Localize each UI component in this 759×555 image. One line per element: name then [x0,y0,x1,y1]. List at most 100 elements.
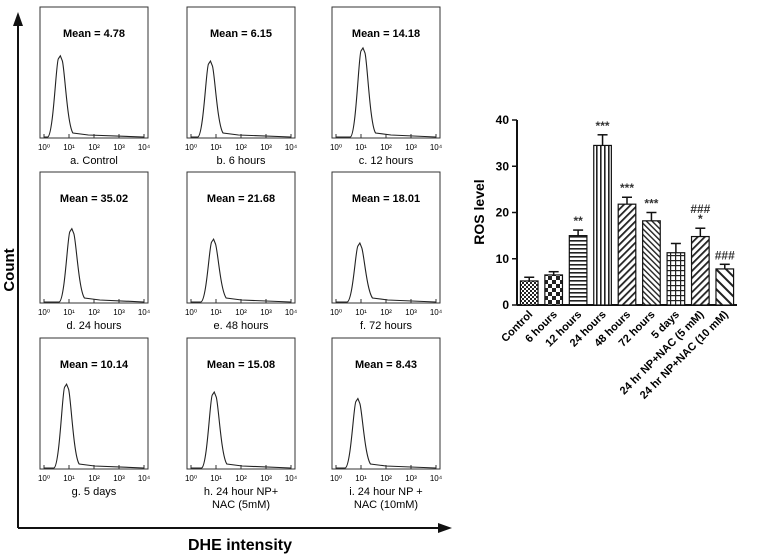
panel-x-tick-label: 10⁰ [330,474,342,483]
panel-frame [39,337,149,470]
panel-x-tick-label: 10³ [113,143,125,152]
panel-x-tick-label: 10¹ [210,474,222,483]
histogram-curve [44,382,145,469]
panel-x-tick-label: 10⁰ [185,143,197,152]
panel-x-tick-label: 10⁴ [285,474,298,483]
panel-x-tick-label: 10⁰ [38,308,50,317]
significance-marker: ** [573,214,583,228]
ros-bar [715,268,735,306]
ros-y-tick-label: 10 [496,252,510,266]
panel-x-tick-label: 10³ [113,308,125,317]
panel-x-tick-label: 10³ [405,143,417,152]
histogram-curve [44,54,145,138]
ros-bar [642,220,661,306]
panel-mean-label: Mean = 14.18 [352,28,420,40]
panel-mean-label: Mean = 6.15 [210,28,272,40]
panel-mean-label: Mean = 4.78 [63,28,125,40]
panel-x-tick-label: 10² [235,143,247,152]
panel-x-tick-label: 10³ [113,474,125,483]
panel-frame [39,171,149,304]
panel-x-tick-label: 10⁰ [185,474,197,483]
histogram-panel: Mean = 21.68 10⁰ 10¹ 10² 10³ 10⁴ e. 48 hours [185,171,298,332]
panel-x-tick-label: 10² [380,308,392,317]
ros-y-tick-label: 30 [496,159,510,173]
panel-mean-label: Mean = 21.68 [207,193,275,205]
panel-mean-label: Mean = 18.01 [352,193,420,205]
histogram-panel: Mean = 14.18 10⁰ 10¹ 10² 10³ 10⁴ c. 12 hours [330,6,443,167]
ros-bar [544,274,564,306]
significance-marker: *** [620,181,634,195]
ros-y-tick-label: 0 [502,298,509,312]
panel-x-tick-label: 10¹ [355,474,367,483]
panel-x-tick-label: 10⁰ [330,308,342,317]
histogram-x-arrow [438,523,452,533]
panel-label: c. 12 hours [359,155,414,167]
histogram-panels: Mean = 4.78 10⁰ 10¹ 10² 10³ 10⁴ a. Control Mean… [38,6,443,511]
panel-label: h. 24 hour NP+ [204,486,278,498]
panel-x-tick-label: 10⁰ [330,143,342,152]
panel-mean-label: Mean = 10.14 [60,359,129,371]
histogram-curve [336,241,437,303]
ros-bar [690,235,710,306]
dhe-axis-label: DHE intensity [188,537,292,554]
histogram-curve [336,397,437,469]
histogram-panel: Mean = 6.15 10⁰ 10¹ 10² 10³ 10⁴ b. 6 hours [185,6,298,167]
histogram-y-arrow [13,12,23,26]
histogram-panel: Mean = 10.14 10⁰ 10¹ 10² 10³ 10⁴ g. 5 days [38,337,151,498]
ros-y-tick-label: 20 [496,206,510,220]
panel-x-tick-label: 10² [235,308,247,317]
panel-x-tick-label: 10³ [260,143,272,152]
significance-marker: ### [715,248,735,262]
panel-label: d. 24 hours [66,320,122,332]
panel-x-tick-label: 10⁴ [138,143,151,152]
panel-x-tick-label: 10⁴ [430,143,443,152]
histogram-panel: Mean = 4.78 10⁰ 10¹ 10² 10³ 10⁴ a. Control [38,6,151,167]
panel-frame [186,171,296,304]
significance-marker: * [698,212,703,226]
panel-x-tick-label: 10² [88,308,100,317]
panel-x-tick-label: 10⁰ [38,474,50,483]
panel-label: NAC (5mM) [212,499,270,511]
ros-bar [617,203,637,306]
panel-x-tick-label: 10² [88,143,100,152]
panel-x-tick-label: 10² [380,143,392,152]
panel-frame [186,337,296,470]
panel-x-tick-label: 10¹ [63,143,75,152]
histogram-panel: Mean = 35.02 10⁰ 10¹ 10² 10³ 10⁴ d. 24 hours [38,171,151,332]
ros-bar [593,144,612,306]
histogram-panel: Mean = 8.43 10⁰ 10¹ 10² 10³ 10⁴ i. 24 hour NP … [330,337,443,511]
histogram-panel: Mean = 15.08 10⁰ 10¹ 10² 10³ 10⁴ h. 24 hour NP… [185,337,298,511]
count-axis-label: Count [1,248,18,291]
panel-x-tick-label: 10¹ [355,308,367,317]
panel-label: e. 48 hours [213,320,269,332]
histogram-curve [336,46,437,138]
panel-x-tick-label: 10³ [405,474,417,483]
panel-x-tick-label: 10⁴ [430,474,443,483]
histogram-curve [191,237,292,303]
panel-label: NAC (10mM) [354,499,418,511]
histogram-panel: Mean = 18.01 10⁰ 10¹ 10² 10³ 10⁴ f. 72 hours [330,171,443,332]
panel-frame [331,337,441,470]
significance-marker: *** [596,119,610,133]
histogram-frame: Count DHE intensity [1,12,452,554]
ros-bar [568,235,588,306]
panel-mean-label: Mean = 15.08 [207,359,275,371]
panel-x-tick-label: 10⁴ [285,308,298,317]
histogram-curve [191,59,292,138]
histogram-curve [44,227,145,303]
ros-bar [666,252,686,306]
panel-label: a. Control [70,155,118,167]
ros-y-axis-label: ROS level [471,179,487,244]
panel-x-tick-label: 10² [380,474,392,483]
panel-x-tick-label: 10⁴ [430,308,443,317]
panel-mean-label: Mean = 8.43 [355,359,417,371]
panel-x-tick-label: 10¹ [355,143,367,152]
panel-label: f. 72 hours [360,320,412,332]
panel-x-tick-label: 10¹ [63,474,75,483]
panel-x-tick-label: 10³ [405,308,417,317]
panel-x-tick-label: 10³ [260,308,272,317]
panel-label: g. 5 days [72,486,117,498]
significance-marker: ### [690,202,710,216]
panel-frame [186,6,296,139]
